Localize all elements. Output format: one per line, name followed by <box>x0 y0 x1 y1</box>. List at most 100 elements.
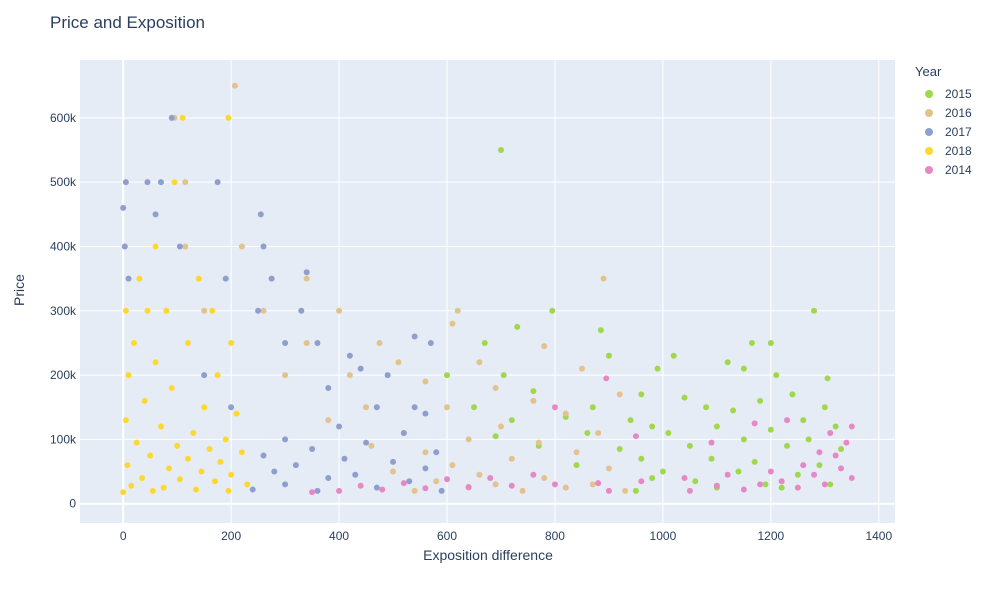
data-point[interactable] <box>794 471 801 478</box>
data-point[interactable] <box>193 486 200 493</box>
data-point[interactable] <box>363 439 370 446</box>
data-point[interactable] <box>562 484 569 491</box>
data-point[interactable] <box>390 468 397 475</box>
data-point[interactable] <box>757 481 764 488</box>
data-point[interactable] <box>168 114 175 121</box>
data-point[interactable] <box>373 484 380 491</box>
data-point[interactable] <box>352 471 359 478</box>
data-point[interactable] <box>589 481 596 488</box>
data-point[interactable] <box>649 423 656 430</box>
data-point[interactable] <box>152 211 159 218</box>
data-point[interactable] <box>231 82 238 89</box>
data-point[interactable] <box>390 458 397 465</box>
data-point[interactable] <box>147 452 154 459</box>
data-point[interactable] <box>260 452 267 459</box>
data-point[interactable] <box>584 429 591 436</box>
data-point[interactable] <box>762 481 769 488</box>
data-point[interactable] <box>238 243 245 250</box>
data-point[interactable] <box>811 471 818 478</box>
data-point[interactable] <box>492 481 499 488</box>
data-point[interactable] <box>157 423 164 430</box>
data-point[interactable] <box>784 442 791 449</box>
data-point[interactable] <box>211 478 218 485</box>
data-point[interactable] <box>282 339 289 346</box>
data-point[interactable] <box>141 397 148 404</box>
data-point[interactable] <box>551 481 558 488</box>
data-point[interactable] <box>298 307 305 314</box>
data-point[interactable] <box>659 468 666 475</box>
data-point[interactable] <box>454 307 461 314</box>
data-point[interactable] <box>600 275 607 282</box>
data-point[interactable] <box>166 465 173 472</box>
data-point[interactable] <box>800 417 807 424</box>
data-point[interactable] <box>740 365 747 372</box>
data-point[interactable] <box>238 449 245 456</box>
legend-item-2018[interactable]: 2018 <box>915 141 972 160</box>
data-point[interactable] <box>346 372 353 379</box>
data-point[interactable] <box>206 446 213 453</box>
data-point[interactable] <box>427 339 434 346</box>
data-point[interactable] <box>605 465 612 472</box>
data-point[interactable] <box>562 410 569 417</box>
data-point[interactable] <box>465 483 472 490</box>
data-point[interactable] <box>832 452 839 459</box>
data-point[interactable] <box>257 211 264 218</box>
data-point[interactable] <box>255 307 262 314</box>
data-point[interactable] <box>444 476 451 483</box>
data-point[interactable] <box>805 436 812 443</box>
data-point[interactable] <box>605 487 612 494</box>
data-point[interactable] <box>811 307 818 314</box>
data-point[interactable] <box>551 404 558 411</box>
data-point[interactable] <box>713 423 720 430</box>
data-point[interactable] <box>573 462 580 469</box>
data-point[interactable] <box>190 429 197 436</box>
legend-item-2017[interactable]: 2017 <box>915 122 972 141</box>
data-point[interactable] <box>740 436 747 443</box>
data-point[interactable] <box>260 243 267 250</box>
data-point[interactable] <box>713 482 720 489</box>
data-point[interactable] <box>692 478 699 485</box>
data-point[interactable] <box>492 384 499 391</box>
data-point[interactable] <box>325 474 332 481</box>
data-point[interactable] <box>487 474 494 481</box>
data-point[interactable] <box>136 275 143 282</box>
data-point[interactable] <box>228 339 235 346</box>
data-point[interactable] <box>824 375 831 382</box>
data-point[interactable] <box>363 404 370 411</box>
data-point[interactable] <box>627 417 634 424</box>
data-point[interactable] <box>444 372 451 379</box>
data-point[interactable] <box>838 446 845 453</box>
data-point[interactable] <box>182 179 189 186</box>
data-point[interactable] <box>411 333 418 340</box>
data-point[interactable] <box>222 436 229 443</box>
data-point[interactable] <box>217 458 224 465</box>
data-point[interactable] <box>838 465 845 472</box>
data-point[interactable] <box>595 480 602 487</box>
data-point[interactable] <box>249 486 256 493</box>
data-point[interactable] <box>578 365 585 372</box>
data-point[interactable] <box>573 449 580 456</box>
data-point[interactable] <box>368 442 375 449</box>
data-point[interactable] <box>449 462 456 469</box>
data-point[interactable] <box>784 417 791 424</box>
data-point[interactable] <box>843 439 850 446</box>
data-point[interactable] <box>233 410 240 417</box>
data-point[interactable] <box>120 489 127 496</box>
data-point[interactable] <box>182 243 189 250</box>
data-point[interactable] <box>492 433 499 440</box>
data-point[interactable] <box>638 391 645 398</box>
data-point[interactable] <box>309 489 316 496</box>
data-point[interactable] <box>152 359 159 366</box>
data-point[interactable] <box>449 320 456 327</box>
data-point[interactable] <box>411 404 418 411</box>
data-point[interactable] <box>209 307 216 314</box>
data-point[interactable] <box>325 417 332 424</box>
data-point[interactable] <box>184 339 191 346</box>
data-point[interactable] <box>128 482 135 489</box>
data-point[interactable] <box>589 404 596 411</box>
data-point[interactable] <box>708 455 715 462</box>
data-point[interactable] <box>282 481 289 488</box>
data-point[interactable] <box>144 179 151 186</box>
data-point[interactable] <box>395 359 402 366</box>
